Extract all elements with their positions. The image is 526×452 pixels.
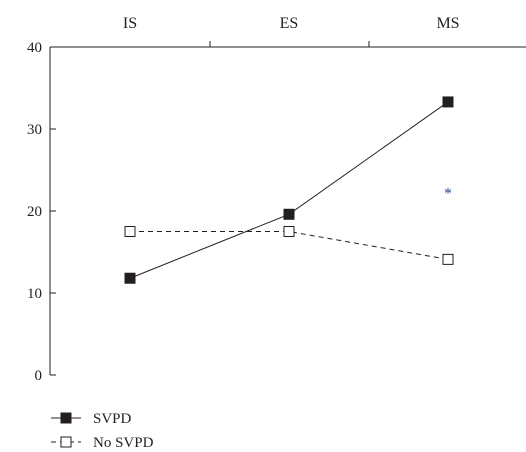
no-svpd-point-marker: [442, 253, 454, 265]
legend-open-square-icon: [60, 436, 72, 448]
y-tick-label: 40: [27, 40, 42, 56]
x-category-ticks: IS ES MS: [123, 15, 460, 47]
x-category-label: ES: [280, 15, 299, 32]
significance-asterisk: *: [444, 186, 452, 203]
svpd-point-marker: [442, 96, 454, 108]
legend: SVPD No SVPD: [51, 411, 154, 451]
series-line-svpd: [129, 101, 449, 279]
x-category-label: IS: [123, 15, 137, 32]
svpd-point-marker: [124, 272, 136, 284]
no-svpd-point-marker: [283, 226, 295, 237]
legend-label: SVPD: [93, 411, 132, 427]
svpd-point-marker: [283, 208, 295, 220]
series-lines: [129, 101, 449, 279]
legend-filled-square-icon: [60, 412, 72, 424]
x-category-label: MS: [436, 15, 459, 32]
no-svpd-point-marker: [124, 226, 136, 237]
y-ticks: 0 10 20 30 40: [27, 40, 56, 384]
series-markers: [124, 96, 454, 284]
legend-label: No SVPD: [93, 435, 154, 451]
y-tick-label: 20: [27, 204, 42, 220]
y-tick-label: 10: [27, 286, 42, 302]
annotations: *: [444, 186, 452, 203]
y-tick-label: 0: [35, 368, 43, 384]
y-tick-label: 30: [27, 122, 42, 138]
